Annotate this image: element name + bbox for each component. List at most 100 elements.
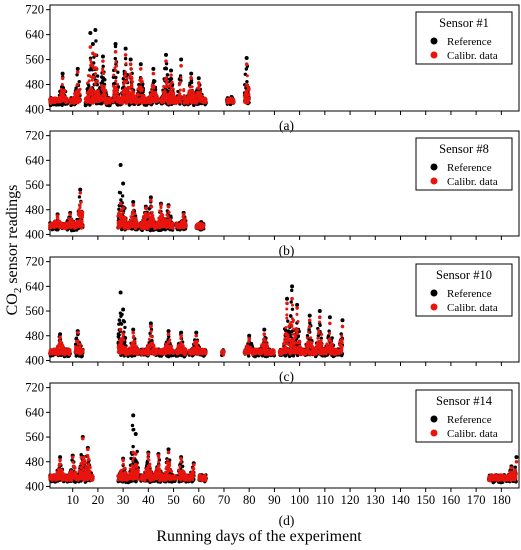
calibrated-point (78, 92, 82, 96)
calibrated-peak-point (196, 81, 201, 85)
calibrated-point (165, 81, 169, 85)
reference-peak-point (189, 71, 194, 76)
reference-point (118, 191, 123, 195)
reference-point (120, 312, 124, 317)
calibrated-point (182, 93, 186, 97)
calibrated-point (97, 91, 101, 95)
calibrated-point (245, 91, 249, 95)
calibrated-point (166, 215, 170, 219)
calibrated-point (76, 82, 80, 86)
calibrated-point (78, 87, 82, 91)
calibrated-point (125, 76, 129, 80)
calibrated-peak-point (244, 62, 249, 67)
calibrated-peak-point (123, 53, 128, 57)
calibrated-peak-point (55, 214, 60, 218)
reference-peak-point (88, 31, 93, 36)
reference-peak-point (128, 57, 133, 62)
calibrated-point (150, 211, 154, 215)
reference-peak-point (100, 54, 105, 59)
legend-marker-calibrated (430, 177, 438, 185)
calibrated-point (121, 211, 125, 215)
calibrated-point (171, 222, 175, 226)
calibrated-point (123, 73, 127, 77)
calibrated-point (74, 101, 78, 105)
calibrated-peak-point (138, 67, 143, 71)
calibrated-point (124, 62, 128, 66)
y-tick-label: 560 (25, 304, 44, 318)
calibrated-peak-point (169, 73, 173, 77)
y-tick-label: 480 (25, 78, 44, 92)
reference-point (75, 73, 79, 77)
calibrated-point (179, 76, 183, 80)
legend-title: Sensor #1 (439, 16, 489, 30)
reference-peak-point (163, 52, 168, 57)
calibrated-point (112, 73, 116, 77)
calibrated-point (178, 88, 182, 92)
y-tick-label: 400 (25, 227, 44, 241)
calibrated-point (130, 76, 134, 80)
calibrated-point (156, 99, 160, 103)
reference-point (125, 73, 130, 77)
calibrated-point (179, 94, 183, 98)
panel-frame (49, 4, 520, 112)
calibrated-point (161, 214, 165, 218)
calibrated-peak-point (93, 53, 98, 57)
calibrated-peak-point (68, 212, 72, 217)
calibrated-point (139, 85, 143, 89)
calibrated-peak-point (101, 59, 105, 63)
y-tick-label: 720 (25, 255, 44, 269)
reference-peak-point (121, 181, 126, 186)
reference-point (153, 79, 157, 83)
calibrated-point (60, 82, 64, 86)
reference-peak-point (75, 66, 80, 71)
calibrated-point (197, 86, 201, 90)
calibrated-point (78, 205, 82, 209)
reference-point (113, 56, 118, 61)
calibrated-point (158, 209, 162, 213)
calibrated-point (183, 217, 187, 221)
reference-point (94, 39, 98, 43)
calibrated-peak-point (121, 206, 125, 211)
y-tick-label: 560 (25, 53, 44, 67)
calibrated-point (125, 80, 129, 84)
calibrated-point (172, 91, 176, 95)
reference-point (114, 75, 118, 80)
calibrated-point (147, 212, 151, 216)
calibrated-peak-point (88, 45, 93, 49)
y-tick-label: 640 (25, 28, 44, 42)
calibrated-point (130, 88, 134, 92)
calibrated-peak-point (229, 96, 234, 101)
calibrated-peak-point (181, 212, 186, 217)
calibrated-peak-point (149, 198, 153, 203)
reference-point (113, 81, 117, 86)
calibrated-peak-point (199, 221, 204, 226)
reference-point (169, 77, 174, 81)
reference-point (123, 325, 127, 330)
y-tick-label: 480 (25, 329, 44, 343)
y-tick-label: 400 (25, 102, 44, 116)
calibrated-point (87, 79, 91, 83)
calibrated-point (129, 67, 133, 71)
y-tick-label: 480 (25, 203, 44, 217)
reference-point (286, 319, 290, 323)
calibrated-point (102, 86, 106, 90)
series-calibrated (48, 45, 251, 106)
reference-point (74, 86, 78, 90)
calibrated-point (178, 80, 182, 84)
calibrated-point (178, 92, 182, 96)
calibrated-point (247, 87, 251, 91)
reference-point (164, 67, 169, 71)
calibrated-point (154, 91, 158, 95)
reference-point (87, 83, 91, 88)
y-tick-label: 720 (25, 129, 44, 143)
calibrated-point (163, 90, 167, 94)
calibrated-point (182, 89, 186, 93)
legend-label-reference: Reference (447, 162, 492, 174)
y-tick-label: 640 (25, 279, 44, 293)
legend-marker-calibrated (430, 51, 438, 59)
calibrated-point (104, 93, 108, 97)
calibrated-point (93, 82, 97, 86)
